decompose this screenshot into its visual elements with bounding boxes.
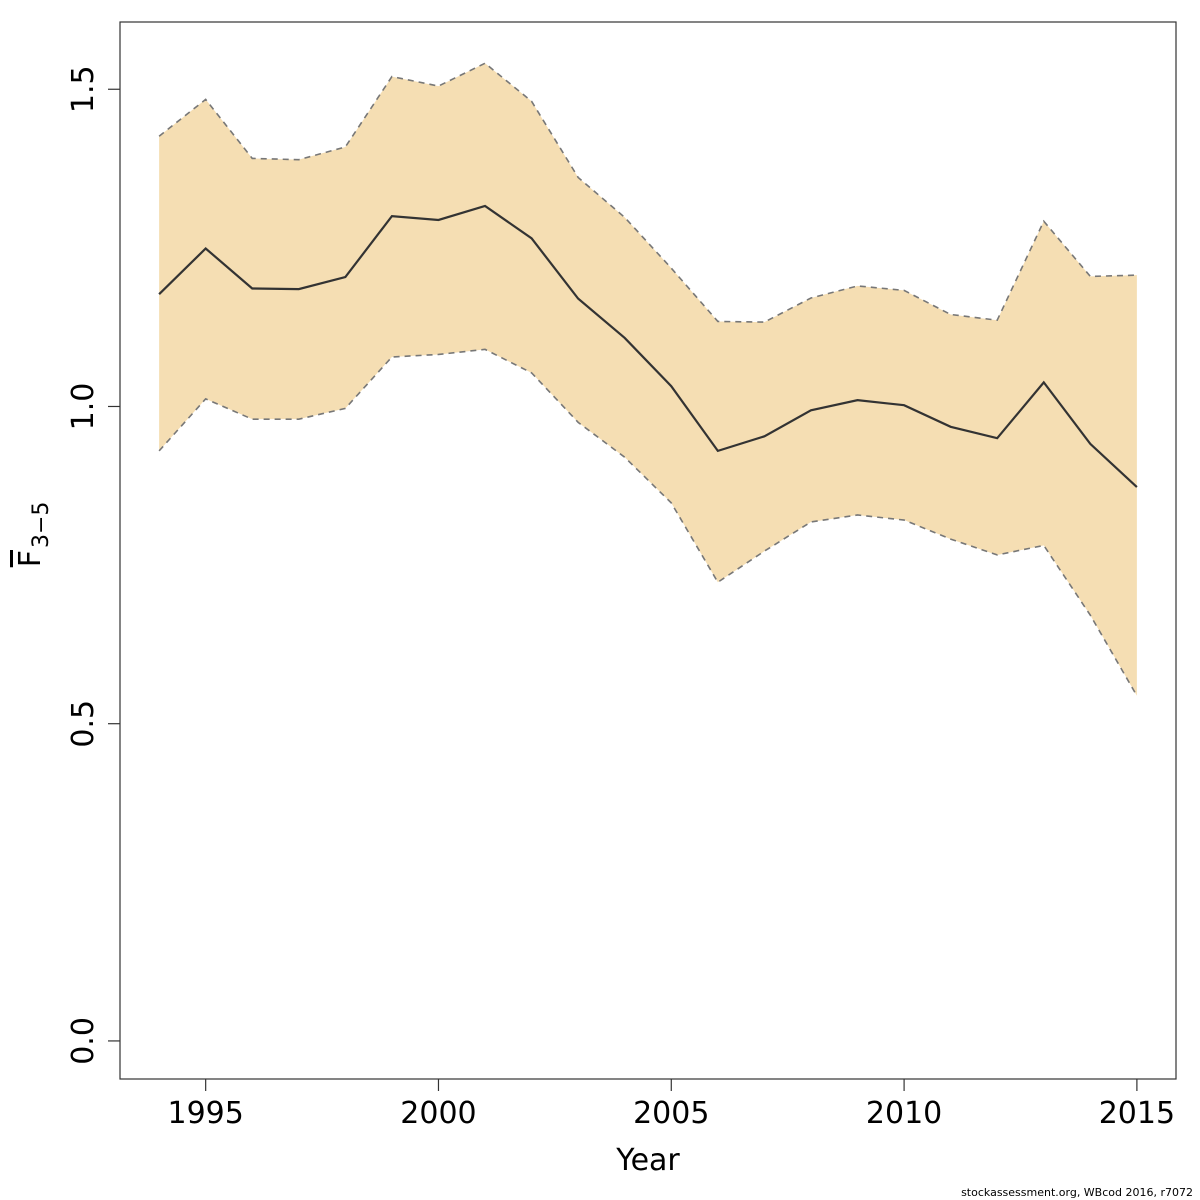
x-tick-label: 2010 [866, 1096, 942, 1131]
y-axis-label-group: F 3−5 [13, 502, 54, 568]
x-tick-label: 2015 [1099, 1096, 1175, 1131]
y-axis-label-subscript: 3−5 [29, 502, 54, 548]
y-tick-label: 0.5 [66, 700, 101, 748]
x-tick-label: 1995 [167, 1096, 243, 1131]
x-tick-label: 2000 [400, 1096, 476, 1131]
y-tick-label: 0.0 [66, 1017, 101, 1065]
y-tick-label: 1.5 [66, 65, 101, 113]
footer: stockassessment.org, WBcod 2016, r7072 [961, 1186, 1193, 1199]
y-axis-label: F [13, 550, 48, 567]
x-axis-label: Year [615, 1143, 680, 1178]
interval-line [158, 348, 1138, 697]
y-tick-label: 1.0 [66, 383, 101, 431]
confidence-band [159, 63, 1137, 696]
plot-box [119, 21, 1177, 1080]
x-tick-label: 2005 [633, 1096, 709, 1131]
estimate-line [158, 204, 1138, 488]
